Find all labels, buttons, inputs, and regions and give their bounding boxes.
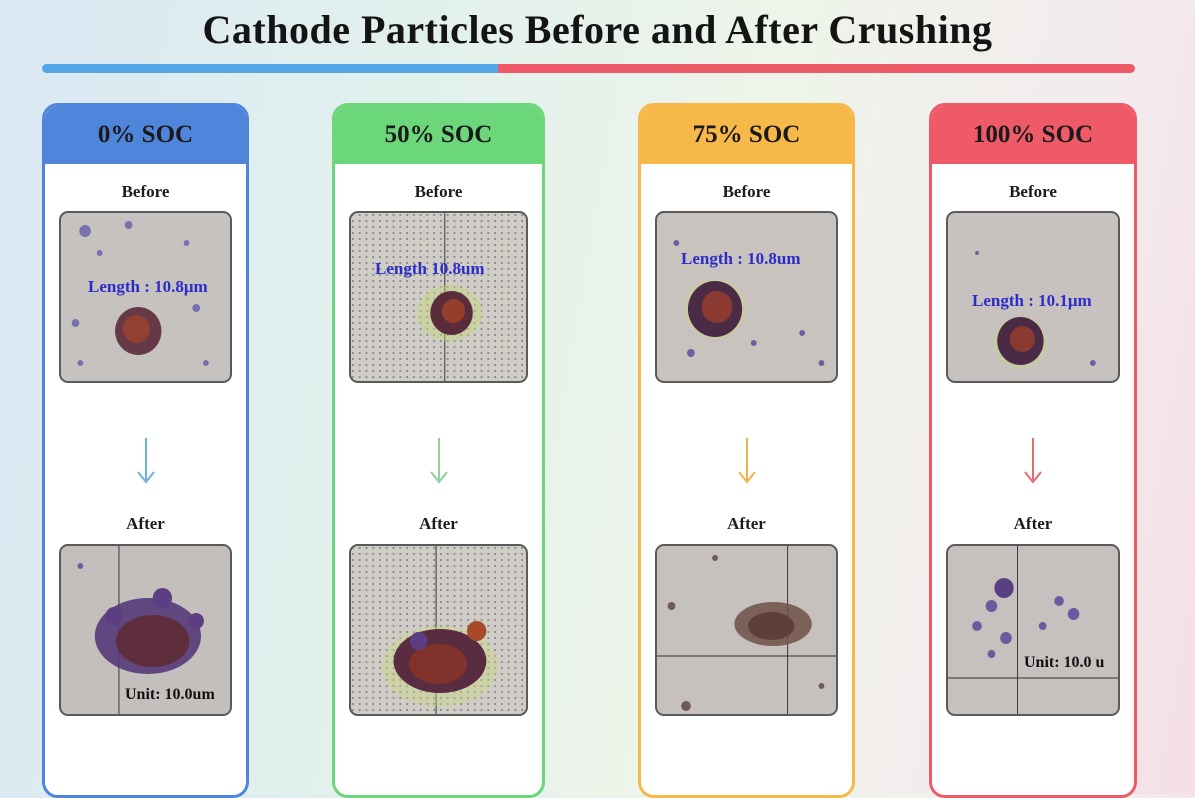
down-arrow-icon — [1024, 438, 1042, 484]
length-caption: Length : 10.1μm — [972, 291, 1092, 310]
page-title: Cathode Particles Before and After Crush… — [202, 7, 993, 52]
after-micrograph — [349, 544, 528, 716]
before-label: Before — [414, 182, 463, 201]
before-micrograph: Length 10.8um — [349, 211, 528, 383]
panel-100-soc: 100% SOC Before Length : 10.1μm After Un… — [929, 103, 1137, 798]
panel-75-soc: 75% SOC Before Length : 10.8um After — [638, 103, 855, 798]
after-label: After — [1013, 514, 1053, 533]
panel-header: 75% SOC — [641, 106, 852, 164]
panel-50-soc: 50% SOC Before Length 10.8um After — [332, 103, 545, 798]
unit-caption: Unit: 10.0 u — [1024, 654, 1105, 671]
before-micrograph: Length : 10.8um — [655, 211, 838, 383]
down-arrow-icon — [737, 438, 756, 484]
title-underline-blue — [42, 64, 502, 73]
length-caption: Length : 10.8um — [681, 249, 801, 268]
after-label: After — [126, 514, 165, 533]
after-label: After — [727, 514, 766, 533]
unit-caption: Unit: 10.0um — [125, 686, 215, 703]
down-arrow-icon — [429, 438, 448, 484]
after-label: After — [419, 514, 458, 533]
panel-header: 100% SOC — [932, 106, 1134, 164]
before-micrograph: Length : 10.8μm — [59, 211, 232, 383]
before-label: Before — [121, 182, 170, 201]
panel-header: 0% SOC — [45, 106, 246, 164]
before-micrograph: Length : 10.1μm — [946, 211, 1120, 383]
length-caption: Length 10.8um — [375, 259, 485, 278]
after-micrograph: Unit: 10.0um — [59, 544, 232, 716]
title-underline-red — [498, 64, 1135, 73]
after-micrograph: Unit: 10.0 u — [946, 544, 1120, 716]
after-micrograph — [655, 544, 838, 716]
length-caption: Length : 10.8μm — [88, 277, 208, 296]
down-arrow-icon — [136, 438, 155, 484]
panel-0-soc: 0% SOC Before Length : 10.8μm After Unit… — [42, 103, 249, 798]
before-label: Before — [1009, 182, 1057, 201]
panel-header: 50% SOC — [335, 106, 542, 164]
before-label: Before — [722, 182, 771, 201]
